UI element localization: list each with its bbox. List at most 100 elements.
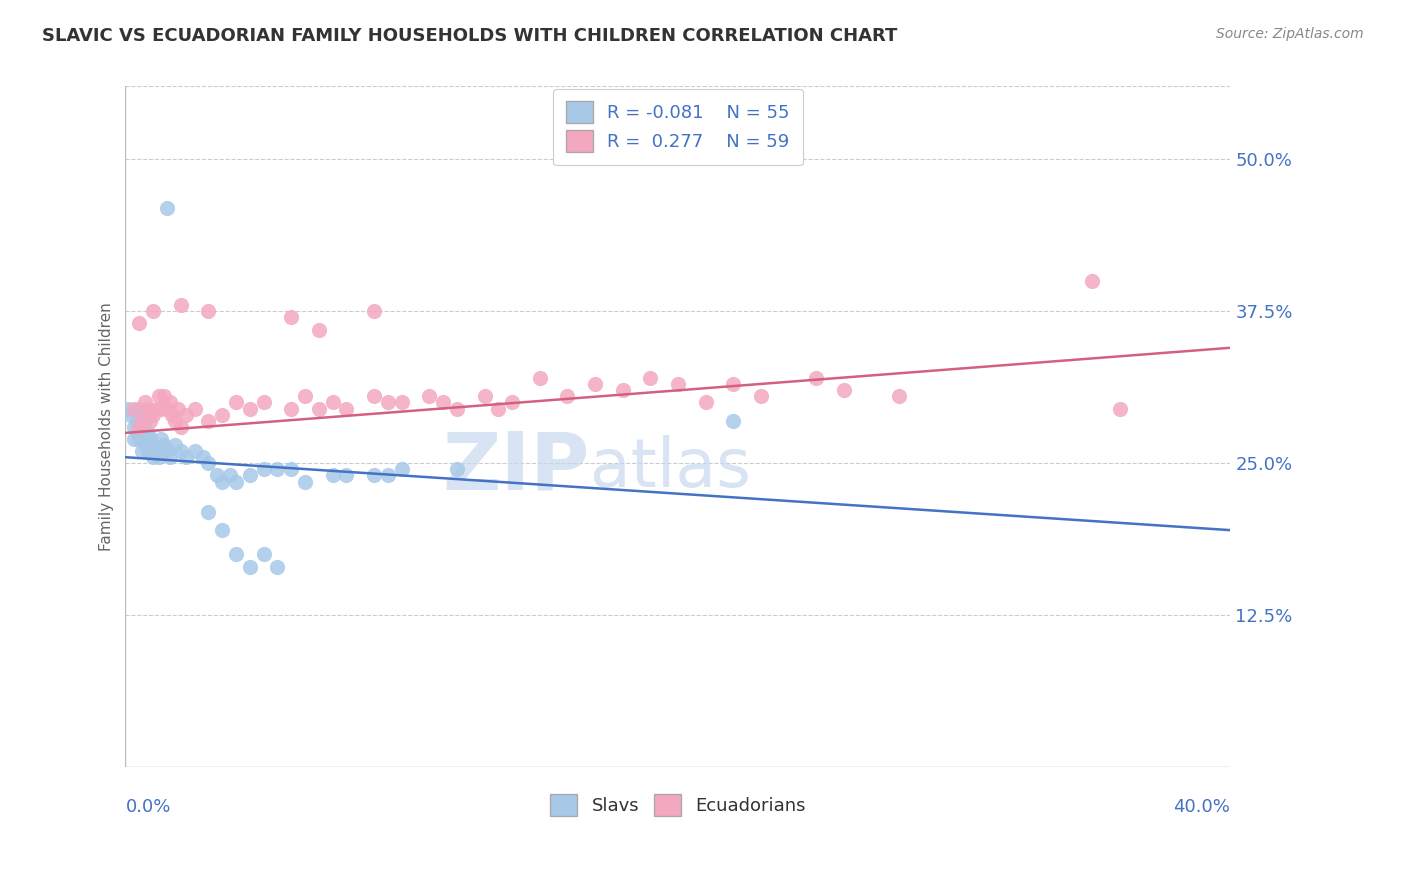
Point (197, 304, 219, 318)
Point (197, 414, 219, 428)
Point (721, 377, 744, 392)
Text: atlas: atlas (589, 434, 751, 500)
Text: Source: ZipAtlas.com: Source: ZipAtlas.com (1216, 27, 1364, 41)
Point (131, 414, 153, 428)
Point (294, 475, 316, 489)
Point (225, 395, 247, 409)
Point (156, 201, 179, 215)
Point (322, 468, 344, 483)
Text: SLAVIC VS ECUADORIAN FAMILY HOUSEHOLDS WITH CHILDREN CORRELATION CHART: SLAVIC VS ECUADORIAN FAMILY HOUSEHOLDS W… (42, 27, 897, 45)
Point (122, 432, 145, 446)
Point (174, 408, 197, 422)
Point (150, 401, 173, 416)
Point (501, 395, 523, 409)
Point (252, 395, 274, 409)
Point (377, 468, 399, 483)
Point (280, 401, 302, 416)
Point (139, 432, 162, 446)
Point (122, 419, 145, 434)
Point (252, 548, 274, 562)
Point (486, 401, 509, 416)
Point (131, 444, 153, 458)
Point (183, 401, 205, 416)
Point (134, 438, 156, 452)
Point (134, 425, 156, 440)
Point (139, 414, 162, 428)
Point (391, 395, 413, 409)
Point (183, 444, 205, 458)
Text: 0.0%: 0.0% (125, 797, 172, 816)
Point (142, 450, 165, 465)
Point (148, 389, 170, 403)
Point (266, 462, 288, 476)
Point (1081, 274, 1104, 288)
Point (205, 468, 228, 483)
Text: ZIP: ZIP (443, 429, 589, 507)
Point (162, 408, 184, 422)
Point (308, 322, 330, 336)
Point (120, 408, 142, 422)
Legend: Slavs, Ecuadorians: Slavs, Ecuadorians (543, 787, 813, 823)
Point (804, 371, 827, 385)
Point (197, 456, 219, 470)
Point (252, 462, 274, 476)
Point (640, 371, 662, 385)
Point (128, 317, 150, 331)
Point (887, 389, 910, 403)
Point (280, 310, 302, 325)
Point (446, 462, 468, 476)
Point (363, 389, 385, 403)
Point (165, 414, 187, 428)
Point (666, 377, 689, 392)
Point (156, 444, 179, 458)
Point (322, 395, 344, 409)
Point (165, 438, 187, 452)
Point (225, 548, 247, 562)
Point (749, 389, 772, 403)
Point (128, 414, 150, 428)
Point (377, 395, 399, 409)
Point (294, 389, 316, 403)
Point (211, 475, 233, 489)
Point (136, 401, 159, 416)
Point (134, 414, 156, 428)
Y-axis label: Family Households with Children: Family Households with Children (100, 302, 114, 551)
Point (167, 401, 190, 416)
Point (211, 408, 233, 422)
Point (239, 468, 262, 483)
Point (117, 401, 139, 416)
Point (721, 414, 744, 428)
Point (219, 468, 242, 483)
Point (529, 371, 551, 385)
Point (150, 432, 173, 446)
Point (432, 395, 454, 409)
Point (832, 384, 855, 398)
Point (280, 462, 302, 476)
Point (170, 419, 193, 434)
Point (159, 395, 181, 409)
Point (335, 468, 357, 483)
Point (145, 444, 167, 458)
Point (153, 389, 176, 403)
Point (136, 425, 159, 440)
Point (153, 438, 176, 452)
Point (170, 298, 193, 312)
Point (142, 408, 165, 422)
Point (142, 304, 165, 318)
Point (308, 401, 330, 416)
Point (156, 401, 179, 416)
Point (211, 523, 233, 537)
Point (159, 450, 181, 465)
Text: 40.0%: 40.0% (1174, 797, 1230, 816)
Point (128, 401, 150, 416)
Point (136, 444, 159, 458)
Point (134, 395, 156, 409)
Point (225, 475, 247, 489)
Point (391, 462, 413, 476)
Point (474, 389, 496, 403)
Point (131, 408, 153, 422)
Point (583, 377, 606, 392)
Point (612, 384, 634, 398)
Point (125, 414, 148, 428)
Point (239, 401, 262, 416)
